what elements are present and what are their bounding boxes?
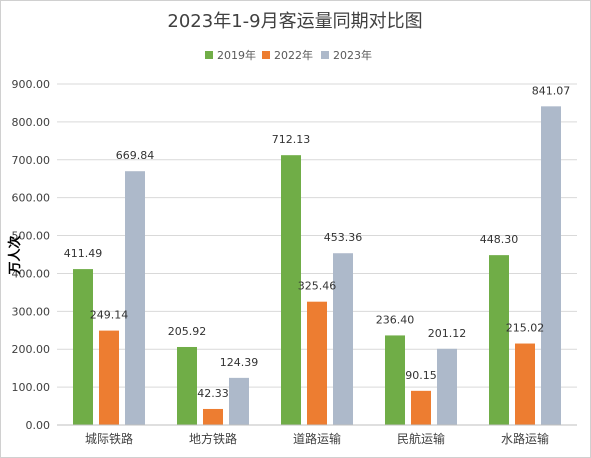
legend-swatch <box>321 51 329 59</box>
bar <box>515 343 535 425</box>
y-tick-label: 900.00 <box>12 78 51 91</box>
x-category-label: 道路运输 <box>293 431 341 446</box>
bar <box>125 171 145 425</box>
data-label: 712.13 <box>272 133 311 146</box>
y-axis-ticks: 0.00 100.00 200.00 300.00 400.00 500.00 600.00… <box>12 78 51 432</box>
bar <box>541 106 561 426</box>
data-label: 411.49 <box>64 247 103 260</box>
x-category-label: 水路运输 <box>501 431 549 446</box>
bar <box>333 253 353 425</box>
bar <box>99 330 119 425</box>
legend: 2019年 2022年 2023年 <box>205 48 372 62</box>
y-tick-label: 800.00 <box>12 116 51 129</box>
data-label: 236.40 <box>376 313 415 326</box>
bar <box>307 301 327 425</box>
data-label: 205.92 <box>168 325 207 338</box>
data-label: 124.39 <box>220 356 259 369</box>
y-tick-label: 100.00 <box>12 381 51 394</box>
legend-label: 2022年 <box>274 48 313 62</box>
legend-swatch <box>262 51 270 59</box>
bar <box>281 155 301 425</box>
data-label: 669.84 <box>116 149 155 162</box>
bar <box>489 255 509 425</box>
y-tick-label: 200.00 <box>12 343 51 356</box>
data-label: 215.02 <box>506 322 545 335</box>
chart-title: 2023年1-9月客运量同期对比图 <box>167 11 422 32</box>
y-tick-label: 0.00 <box>26 419 51 432</box>
data-label: 453.36 <box>324 231 363 244</box>
bars <box>73 106 561 426</box>
data-label: 201.12 <box>428 327 467 340</box>
y-tick-label: 700.00 <box>12 154 51 167</box>
bar <box>437 348 457 425</box>
data-label: 249.14 <box>90 309 129 322</box>
bar <box>177 346 197 425</box>
y-tick-label: 600.00 <box>12 192 51 205</box>
y-axis-label: 万人次 <box>7 235 23 275</box>
x-category-label: 民航运输 <box>397 431 445 446</box>
bar <box>73 269 93 425</box>
data-labels: 411.49 249.14 669.84 205.92 42.33 124.39 712.1… <box>64 84 571 400</box>
bar <box>229 377 249 425</box>
data-label: 841.07 <box>532 84 571 97</box>
bar <box>411 390 431 425</box>
y-tick-label: 400.00 <box>12 267 51 280</box>
x-category-label: 城际铁路 <box>85 431 133 446</box>
legend-label: 2019年 <box>217 48 256 62</box>
legend-label: 2023年 <box>333 48 372 62</box>
bar <box>385 335 405 425</box>
x-category-label: 地方铁路 <box>189 431 237 446</box>
data-label: 325.46 <box>298 280 337 293</box>
data-label: 90.15 <box>405 369 437 382</box>
y-tick-label: 300.00 <box>12 305 51 318</box>
legend-swatch <box>205 51 213 59</box>
y-tick-label: 500.00 <box>12 230 51 243</box>
data-label: 42.33 <box>197 387 229 400</box>
bar <box>203 408 223 425</box>
x-axis-categories: 城际铁路 地方铁路 道路运输 民航运输 水路运输 <box>85 431 549 446</box>
data-label: 448.30 <box>480 233 519 246</box>
